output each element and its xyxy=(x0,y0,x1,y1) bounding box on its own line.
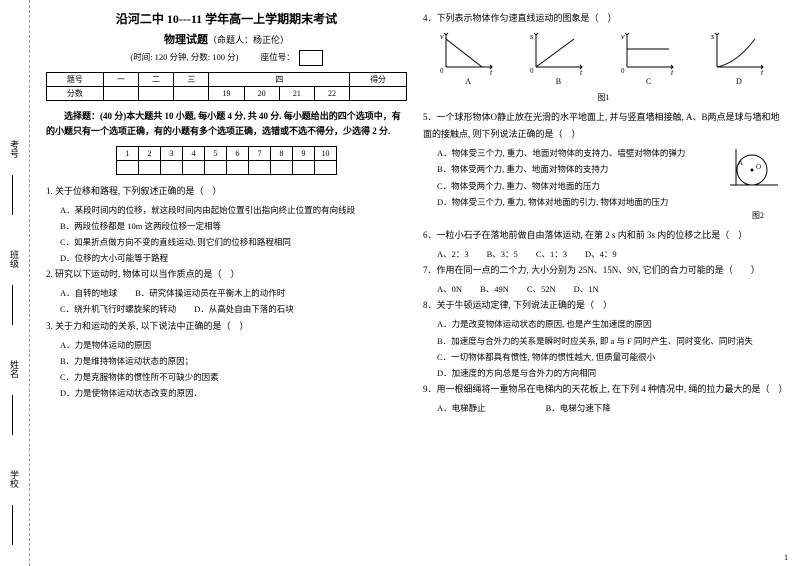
q1-opt: B．两段位移都是 10m 这两段位移一定相等 xyxy=(46,218,407,234)
q2-opts: A．自转的地球 B．研究体操运动员在平衡木上的动作时 xyxy=(46,285,407,301)
svg-text:t: t xyxy=(671,68,674,75)
score-table: 题号 一 二 三 四 得分 分数 19 20 21 22 xyxy=(46,72,407,101)
q4-stem: 4．下列表示物体作匀速直线运动的图象是（ ） xyxy=(423,10,784,27)
page-number: 1 xyxy=(784,553,788,562)
q5-opt: D．物体受三个力, 重力, 物体对地面的引力, 物体对地面的压力 xyxy=(423,194,784,210)
svg-text:s: s xyxy=(711,32,714,41)
q3-stem: 3. 关于力和运动的关系, 以下说法中正确的是（ ） xyxy=(46,318,407,335)
margin-line xyxy=(12,285,13,325)
q1-opt: C．如果折点做方向不变的直线运动, 则它们的位移和路程相同 xyxy=(46,234,407,250)
fig1-label: 图1 xyxy=(423,92,784,103)
graph-d: st D xyxy=(709,31,769,86)
q3-opt: D．力是使物体运动状态改变的原因． xyxy=(46,385,407,401)
svg-text:t: t xyxy=(761,68,764,75)
q1-opt: D．位移的大小可能等于路程 xyxy=(46,250,407,266)
q6-opts: A、2：3 B、3：5 C、1：3 D、4：9 xyxy=(423,246,784,262)
right-column: 4．下列表示物体作匀速直线运动的图象是（ ） vt0 A st0 B xyxy=(415,10,792,556)
seat-box xyxy=(299,50,323,66)
margin-line xyxy=(12,175,13,215)
q8-opt: B．加速度与合外力的关系是瞬时时应关系, 即 a 与 F 同时产生、同时变化、同… xyxy=(423,333,784,349)
q5-figure: A O xyxy=(730,147,780,193)
page-content: 沿河二中 10---11 学年高一上学期期末考试 物理试题（命题人：杨正伦） (… xyxy=(30,0,800,566)
q5-stem: 5．一个球形物体O静止放在光滑的水平地面上, 并与竖直墙相接触, A、B两点是球… xyxy=(423,109,784,143)
q1-opt: A．某段时间内的位移，就这段时间内由起始位置引出指向终止位置的有向线段 xyxy=(46,202,407,218)
q8-opt: C．一切物体都具有惯性, 物体的惯性越大, 但质量可能很小 xyxy=(423,349,784,365)
section1-head: 选择题：(40 分)本大题共 10 小题, 每小题 4 分, 共 40 分. 每… xyxy=(46,109,407,140)
exam-subject: 物理试题（命题人：杨正伦） xyxy=(46,31,407,47)
q8-opt: A．力是改变物体运动状态的原因, 也是产生加速度的原因 xyxy=(423,316,784,332)
graph-a: vt0 A xyxy=(438,31,498,86)
q1-stem: 1. 关于位移和路程, 下列叙述正确的是（ ） xyxy=(46,183,407,200)
margin-label-examno: 考号 xyxy=(8,140,21,158)
margin-line xyxy=(12,395,13,435)
margin-label-school: 学校 xyxy=(8,470,21,488)
graph-icon: s t 0 xyxy=(528,31,588,75)
q8-stem: 8．关于牛顿运动定律, 下列说法正确的是（ ） xyxy=(423,297,784,314)
q8-opt: D．加速度的方向总是与合外力的方向相同 xyxy=(423,365,784,381)
graph-c: vt0 C xyxy=(619,31,679,86)
fig2-label: 图2 xyxy=(423,210,784,221)
exam-time: (时间: 120 分钟, 分数: 100 分) 座位号： xyxy=(46,50,407,66)
svg-text:v: v xyxy=(621,32,625,41)
svg-text:s: s xyxy=(530,32,533,41)
svg-text:t: t xyxy=(490,68,493,75)
ball-wall-icon: A O xyxy=(730,147,780,191)
q2-opts: C．绕升机飞行时螺旋桨的转动 D．从高处自由下落的石块 xyxy=(46,301,407,317)
svg-text:O: O xyxy=(756,163,761,171)
binding-margin: 考号 班级 姓名 学校 xyxy=(0,0,30,566)
svg-text:0: 0 xyxy=(530,67,534,75)
exam-title: 沿河二中 10---11 学年高一上学期期末考试 xyxy=(46,10,407,27)
svg-text:v: v xyxy=(440,32,444,41)
svg-text:0: 0 xyxy=(440,67,444,75)
graph-icon: st xyxy=(709,31,769,75)
svg-text:A: A xyxy=(738,159,743,167)
margin-line xyxy=(12,505,13,545)
svg-text:0: 0 xyxy=(621,67,625,75)
q9-stem: 9．用一根细绳将一重物吊在电梯内的天花板上, 在下列 4 种情况中, 绳的拉力最… xyxy=(423,381,784,398)
q7-opts: A、0N B、49N C、52N D、1N xyxy=(423,281,784,297)
q2-stem: 2. 研究以下运动时, 物体可以当作质点的是（ ） xyxy=(46,266,407,283)
graph-icon: v t 0 xyxy=(438,31,498,75)
graph-b: st0 B xyxy=(528,31,588,86)
q9-opts: A．电梯静止 B．电梯匀速下降 xyxy=(423,400,784,416)
q7-stem: 7．作用在同一点的二个力, 大小分别为 25N、15N、9N, 它们的合力可能的… xyxy=(423,262,784,279)
answer-grid: 1 2 3 4 5 6 7 8 9 10 xyxy=(116,146,337,175)
svg-text:t: t xyxy=(580,68,583,75)
margin-label-name: 姓名 xyxy=(8,360,21,378)
q3-opt: A．力是物体运动的原因 xyxy=(46,337,407,353)
margin-label-class: 班级 xyxy=(8,250,21,268)
q3-opt: B．力是维持物体运动状态的原因； xyxy=(46,353,407,369)
left-column: 沿河二中 10---11 学年高一上学期期末考试 物理试题（命题人：杨正伦） (… xyxy=(38,10,415,556)
q6-stem: 6．一粒小石子在落地前做自由落体运动, 在第 2 s 内和前 3s 内的位移之比… xyxy=(423,227,784,244)
q4-graphs: vt0 A st0 B vt0 C xyxy=(423,31,784,86)
graph-icon: v t 0 xyxy=(619,31,679,75)
q3-opt: C．力是克服物体的惯性所不可缺少的因素 xyxy=(46,369,407,385)
